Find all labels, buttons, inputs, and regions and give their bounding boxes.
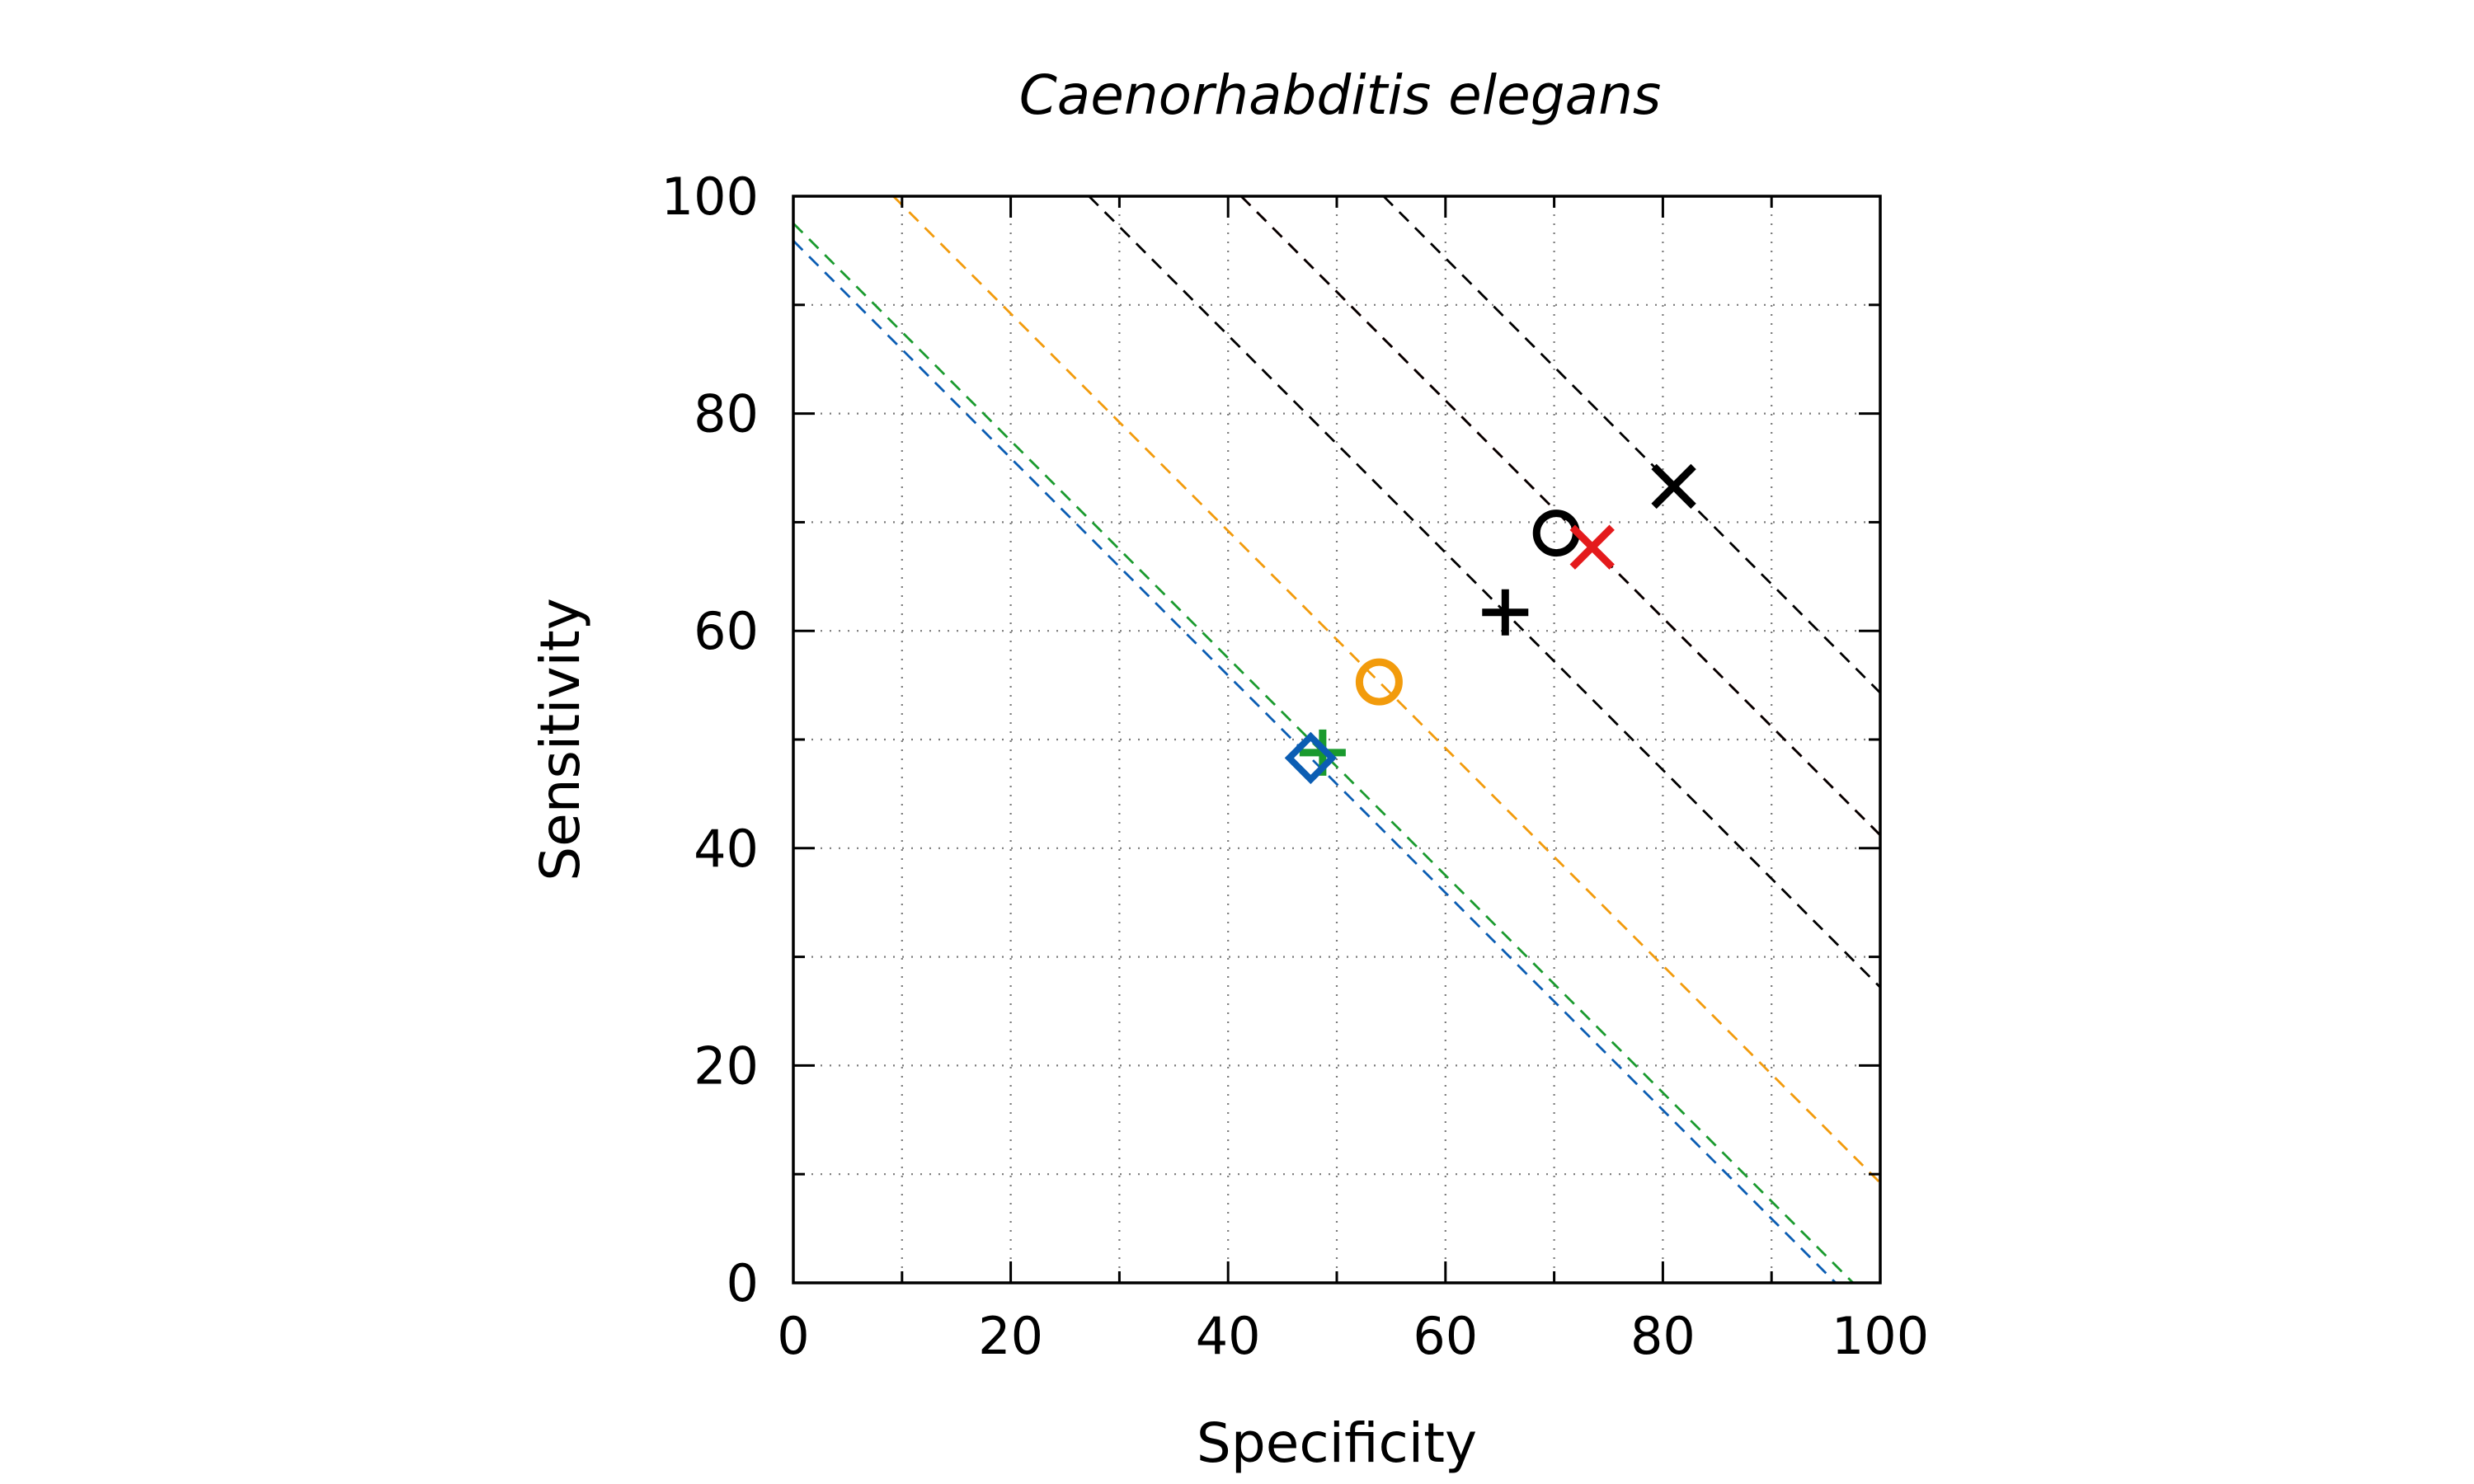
point-stroke xyxy=(1355,658,1403,706)
x-tick-label: 40 xyxy=(1196,1306,1261,1366)
x-tick-label: 0 xyxy=(777,1306,809,1366)
x-axis-label: Specificity xyxy=(1197,1411,1477,1475)
y-tick-label: 100 xyxy=(661,167,759,227)
y-axis-label: Sensitivity xyxy=(529,598,592,881)
data-point-circle xyxy=(1532,510,1580,557)
iso-line xyxy=(793,240,1837,1284)
point-stroke xyxy=(1569,524,1615,570)
y-tick-label: 0 xyxy=(727,1253,759,1313)
data-point-x xyxy=(1651,463,1696,510)
iso-line xyxy=(892,195,1881,1184)
iso-lines xyxy=(793,195,1881,1284)
x-tick-label: 80 xyxy=(1630,1306,1696,1366)
x-tick-label: 20 xyxy=(978,1306,1043,1366)
iso-line xyxy=(793,222,1855,1284)
points xyxy=(1284,463,1696,785)
ticks: 0 20 40 60 80 100 0 20 40 60 80 100 xyxy=(661,167,1930,1366)
point-stroke xyxy=(1532,510,1580,557)
data-point-circle xyxy=(1355,658,1403,706)
grid xyxy=(793,196,1880,1283)
point-stroke xyxy=(1284,731,1338,785)
iso-line xyxy=(1088,195,1881,989)
point-stroke xyxy=(1651,463,1696,510)
iso-line xyxy=(1382,195,1881,694)
x-tick-label: 100 xyxy=(1832,1306,1929,1366)
y-tick-label: 40 xyxy=(694,819,759,879)
data-point-plus xyxy=(1482,589,1529,636)
data-point-x xyxy=(1569,524,1615,570)
y-tick-label: 20 xyxy=(694,1036,759,1096)
plot-frame xyxy=(792,195,1882,1284)
y-tick-label: 80 xyxy=(694,384,759,444)
data-point-diamond xyxy=(1284,731,1338,785)
chart-title: Caenorhabditis elegans xyxy=(1019,63,1662,127)
x-tick-label: 60 xyxy=(1413,1306,1478,1366)
y-tick-label: 60 xyxy=(694,601,759,661)
